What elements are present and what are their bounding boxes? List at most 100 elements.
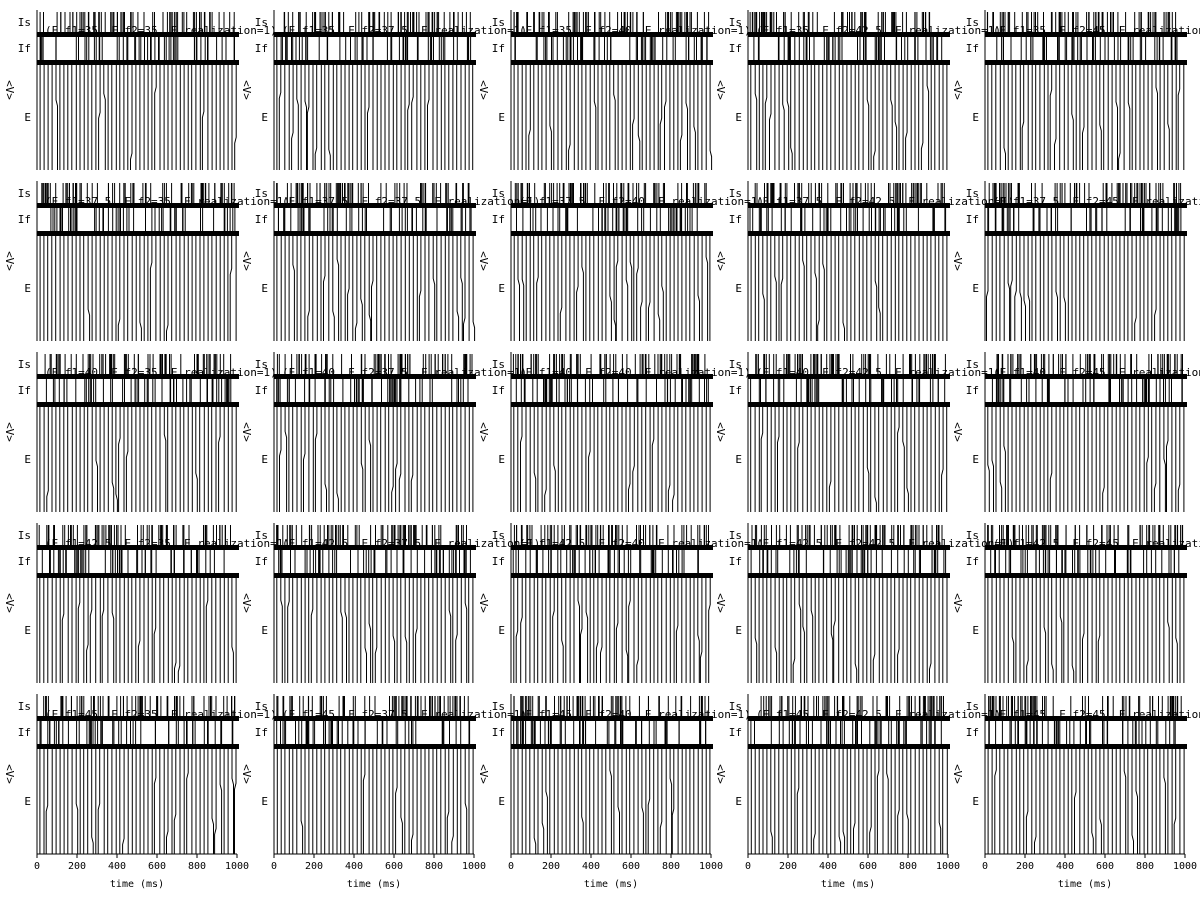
e-spike <box>300 749 304 854</box>
panel-title: (E_f1=42.5, E_f2=45, E_realization=1) <box>993 537 1200 550</box>
is-band-bar <box>511 203 713 208</box>
e-spike <box>802 578 805 683</box>
e-spike <box>1175 578 1178 683</box>
if-band-bar <box>274 573 476 578</box>
e-spike <box>675 578 679 683</box>
e-spike <box>111 407 115 512</box>
e-spike <box>411 749 414 854</box>
if-band-bar <box>748 744 950 749</box>
e-spike <box>46 407 49 512</box>
is-band-bar <box>37 203 239 208</box>
e-spike <box>340 578 343 683</box>
e-spike <box>398 407 402 512</box>
e-spike <box>782 65 785 170</box>
x-tick-label: 200 <box>305 861 323 872</box>
e-spike <box>897 407 900 512</box>
e-spike <box>310 578 314 683</box>
y-axis-label: <V> <box>477 422 490 442</box>
e-spike <box>354 236 358 341</box>
row-label: E <box>735 282 742 295</box>
e-spike <box>770 749 773 854</box>
row-label: E <box>261 111 268 124</box>
e-spike <box>1163 407 1166 512</box>
e-spike <box>697 578 700 683</box>
e-spike <box>628 407 631 512</box>
e-spike <box>153 749 157 854</box>
e-spike <box>661 236 664 341</box>
row-label: If <box>729 213 742 226</box>
e-spike <box>1049 407 1053 512</box>
panel-title: (E_f1=40, E_f2=35, E_realization=1) <box>45 366 277 379</box>
e-spike <box>708 578 711 683</box>
e-spike <box>307 236 310 341</box>
e-spike <box>139 236 142 341</box>
e-spike <box>797 407 800 512</box>
y-axis-label: <V> <box>714 80 727 100</box>
panel-title: (E_f1=40, E_f2=42.5, E_realization=1) <box>756 366 1001 379</box>
if-band-bar <box>748 573 950 578</box>
row-label: E <box>498 624 505 637</box>
e-spike <box>760 407 764 512</box>
e-spike <box>580 578 583 683</box>
e-spike <box>451 749 454 854</box>
e-spike <box>842 749 846 854</box>
e-spike <box>869 749 872 854</box>
e-spike <box>234 749 237 854</box>
is-band-bar <box>748 374 950 379</box>
y-axis-label: <V> <box>951 80 964 100</box>
row-label: If <box>18 42 31 55</box>
e-spike <box>395 407 398 512</box>
row-label: If <box>492 42 505 55</box>
e-spike <box>1118 65 1121 170</box>
e-spike <box>874 236 878 341</box>
e-spike <box>577 578 580 683</box>
e-spike <box>214 749 217 854</box>
is-band-bar <box>37 716 239 721</box>
y-axis-label: <V> <box>3 593 16 613</box>
panel-title: (E_f1=45, E_f2=40, E_realization=1) <box>519 708 751 721</box>
e-spike <box>802 236 805 341</box>
row-label: Is <box>492 16 505 29</box>
e-spike <box>769 65 772 170</box>
e-spike <box>796 749 800 854</box>
e-spike <box>1082 65 1085 170</box>
e-spike <box>1177 407 1181 512</box>
panel-title: (E_f1=45, E_f2=35, E_realization=1) <box>45 708 277 721</box>
e-spike <box>95 407 98 512</box>
e-spike <box>306 65 310 170</box>
e-spike <box>1167 578 1170 683</box>
x-tick-label: 0 <box>34 861 40 872</box>
e-spike <box>636 578 639 683</box>
raster-panel: Is If E <V> (E_f1=35, E_f2=45, E_realization… <box>951 10 1200 170</box>
row-label: Is <box>966 187 979 200</box>
e-spike <box>628 578 631 683</box>
e-spike <box>296 65 299 170</box>
e-spike <box>1021 65 1025 170</box>
panel-title: (E_f1=42.5, E_f2=42.5, E_realization=1) <box>756 537 1014 550</box>
e-spike <box>659 65 663 170</box>
y-axis-label: <V> <box>714 593 727 613</box>
e-spike <box>520 578 523 683</box>
y-axis-label: <V> <box>3 422 16 442</box>
row-label: E <box>735 795 742 808</box>
x-tick-label: 600 <box>385 861 403 872</box>
raster-panel: Is If E <V> (E_f1=35, E_f2=35, E_realization… <box>3 10 277 170</box>
row-label: E <box>24 795 31 808</box>
e-spike <box>754 578 758 683</box>
row-label: Is <box>255 187 268 200</box>
e-spike <box>780 236 784 341</box>
panel-title: (E_f1=42.5, E_f2=40, E_realization=1) <box>519 537 764 550</box>
e-spike <box>1134 236 1137 341</box>
e-spike <box>347 236 350 341</box>
e-spike <box>854 578 858 683</box>
e-spike <box>866 65 870 170</box>
y-axis-label: <V> <box>714 251 727 271</box>
e-spike <box>822 236 825 341</box>
e-spike <box>464 578 468 683</box>
e-spike <box>472 236 476 341</box>
e-spike <box>219 749 223 854</box>
x-tick-label: 1000 <box>1173 861 1197 872</box>
row-label: E <box>498 282 505 295</box>
e-spike <box>75 749 79 854</box>
